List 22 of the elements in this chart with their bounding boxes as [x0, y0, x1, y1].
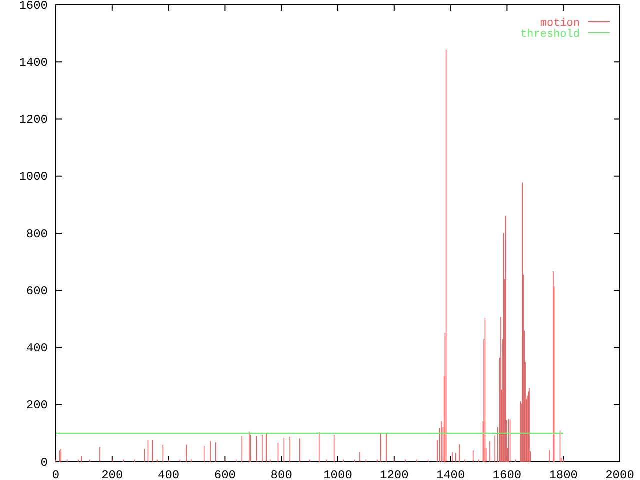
x-tick-label: 400 [158, 468, 180, 480]
y-tick-label: 1400 [19, 56, 48, 70]
y-tick-label: 1200 [19, 113, 48, 128]
x-tick-label: 2000 [606, 468, 634, 480]
x-tick-label: 0 [52, 468, 60, 480]
x-tick-label: 600 [214, 468, 236, 480]
y-tick-label: 800 [26, 227, 48, 242]
x-tick-label: 200 [102, 468, 124, 480]
x-tick-label: 1800 [549, 468, 578, 480]
legend-label: threshold [520, 29, 580, 41]
y-tick-label: 200 [26, 398, 48, 413]
legend-label: motion [540, 18, 580, 30]
y-tick-label: 0 [40, 456, 48, 470]
x-tick-label: 1400 [436, 468, 466, 480]
y-tick-label: 1600 [19, 0, 48, 13]
x-tick-label: 1600 [492, 468, 522, 480]
y-tick-label: 600 [26, 284, 48, 298]
y-tick-label: 1000 [19, 170, 48, 184]
x-tick-label: 1200 [380, 468, 409, 480]
x-tick-label: 800 [270, 468, 292, 480]
x-tick-label: 1000 [324, 468, 352, 480]
y-tick-label: 400 [26, 342, 48, 356]
